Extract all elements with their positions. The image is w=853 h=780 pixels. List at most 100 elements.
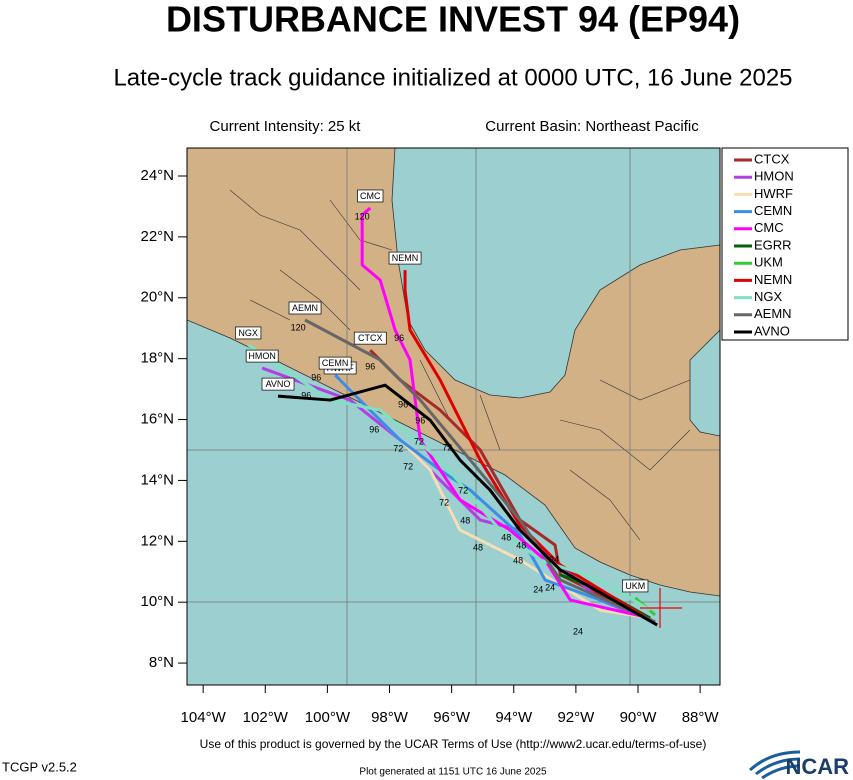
terms: Use of this product is governed by the U… [200, 737, 707, 751]
x-tick-label: 94°W [495, 709, 533, 726]
legend-label: NGX [754, 289, 783, 304]
legend-label: HWRF [754, 186, 793, 201]
end-label: UKM [622, 579, 649, 593]
hour-label: 96 [394, 333, 404, 343]
hour-label: 72 [458, 485, 468, 495]
intensity: Current Intensity: 25 kt [210, 118, 362, 135]
hour-label: 96 [365, 361, 375, 371]
end-label: CTCX [353, 331, 387, 345]
hour-label: 48 [501, 532, 511, 542]
end-label-text: AEMN [292, 303, 318, 313]
hour-label: 48 [460, 515, 470, 525]
x-tick-label: 102°W [243, 709, 289, 726]
hour-label: 96 [415, 415, 425, 425]
legend-label: UKM [754, 255, 783, 270]
y-tick-label: 20°N [140, 289, 174, 306]
track-line [403, 270, 651, 622]
generated: Plot generated at 1151 UTC 16 June 2025 [359, 767, 547, 778]
track-line [360, 206, 651, 620]
hour-label: 72 [393, 443, 403, 453]
logo-text: NCAR [785, 754, 849, 779]
chart-title: DISTURBANCE INVEST 94 (EP94) [166, 0, 740, 40]
x-tick-label: 90°W [620, 709, 658, 726]
end-label-text: CMC [360, 191, 381, 201]
end-label-box [353, 331, 387, 345]
hour-label: 120 [355, 211, 370, 221]
end-label-text: NEMN [392, 253, 419, 263]
end-label-text: CEMN [322, 358, 349, 368]
legend-label: AVNO [754, 323, 790, 338]
legend-label: HMON [754, 169, 794, 184]
end-label-box [288, 301, 322, 315]
end-label: CEMN [318, 356, 352, 370]
end-label: HMON [245, 349, 279, 363]
hour-label: 72 [414, 436, 424, 446]
logo: NCAR [748, 750, 849, 780]
legend-label: CMC [754, 220, 784, 235]
end-label: CMC [357, 189, 384, 203]
y-tick-label: 22°N [140, 228, 174, 245]
end-label-box [235, 326, 262, 340]
hour-label: 48 [473, 542, 483, 552]
hour-label: 72 [403, 461, 413, 471]
end-label-text: HMON [248, 351, 276, 361]
x-tick-label: 100°W [305, 709, 351, 726]
y-tick-label: 12°N [140, 532, 174, 549]
basin: Current Basin: Northeast Pacific [485, 118, 699, 135]
legend: CTCX HMON HWRF CEMN CMC EGRR UKM NEMN NGX AEMN AVN… [721, 147, 849, 341]
end-label-box [357, 189, 384, 203]
hour-label: 24 [549, 555, 559, 565]
track-line [277, 383, 658, 627]
end-label: AVNO [261, 377, 295, 391]
hour-label: 72 [439, 497, 449, 507]
end-label: NEMN [388, 251, 422, 265]
end-label-box [388, 251, 422, 265]
y-tick-label: 16°N [140, 411, 174, 428]
end-label-box [245, 349, 279, 363]
end-label: AEMN [288, 301, 322, 315]
end-label-text: NGX [238, 328, 258, 338]
hour-label: 96 [311, 373, 321, 383]
end-label-box [318, 356, 352, 370]
x-tick-label: 104°W [181, 709, 227, 726]
hour-label: 96 [369, 424, 379, 434]
hour-label: 24 [573, 626, 583, 636]
version: TCGP v2.5.2 [2, 759, 77, 774]
frame [186, 147, 721, 686]
storm-position [640, 588, 682, 628]
y-tick-label: 10°N [140, 593, 174, 610]
x-tick-label: 88°W [682, 709, 720, 726]
legend-label: NEMN [754, 272, 792, 287]
x-tick-label: 98°W [371, 709, 409, 726]
x-tick-label: 96°W [433, 709, 471, 726]
end-label-text: AVNO [266, 379, 291, 389]
end-label-text: UKM [625, 581, 645, 591]
legend-label: CEMN [754, 203, 792, 218]
y-tick-label: 14°N [140, 471, 174, 488]
end-label: NGX [235, 326, 262, 340]
hour-label: 96 [398, 399, 408, 409]
legend-label: AEMN [754, 306, 792, 321]
track-line [247, 343, 651, 612]
hour-label: 48 [513, 555, 523, 565]
y-tick-label: 8°N [149, 654, 174, 671]
end-label-box [261, 377, 295, 391]
tracks: 1201209696969696969672727272727248484848… [247, 206, 658, 636]
track-line [304, 318, 656, 624]
end-label-text: CTCX [358, 333, 383, 343]
hour-label: 96 [301, 390, 311, 400]
legend-label: EGRR [754, 237, 792, 252]
hour-label: 48 [516, 540, 526, 550]
hour-label: 24 [533, 584, 543, 594]
map [187, 148, 720, 685]
y-tick-label: 24°N [140, 167, 174, 184]
legend-label: CTCX [754, 151, 790, 166]
chart-subtitle: Late-cycle track guidance initialized at… [113, 64, 792, 91]
legend-box [721, 147, 849, 341]
end-label-box [622, 579, 649, 593]
hour-label: 120 [291, 323, 306, 333]
hour-label: 24 [545, 582, 555, 592]
logo-swoosh [748, 750, 801, 780]
y-tick-label: 18°N [140, 350, 174, 367]
